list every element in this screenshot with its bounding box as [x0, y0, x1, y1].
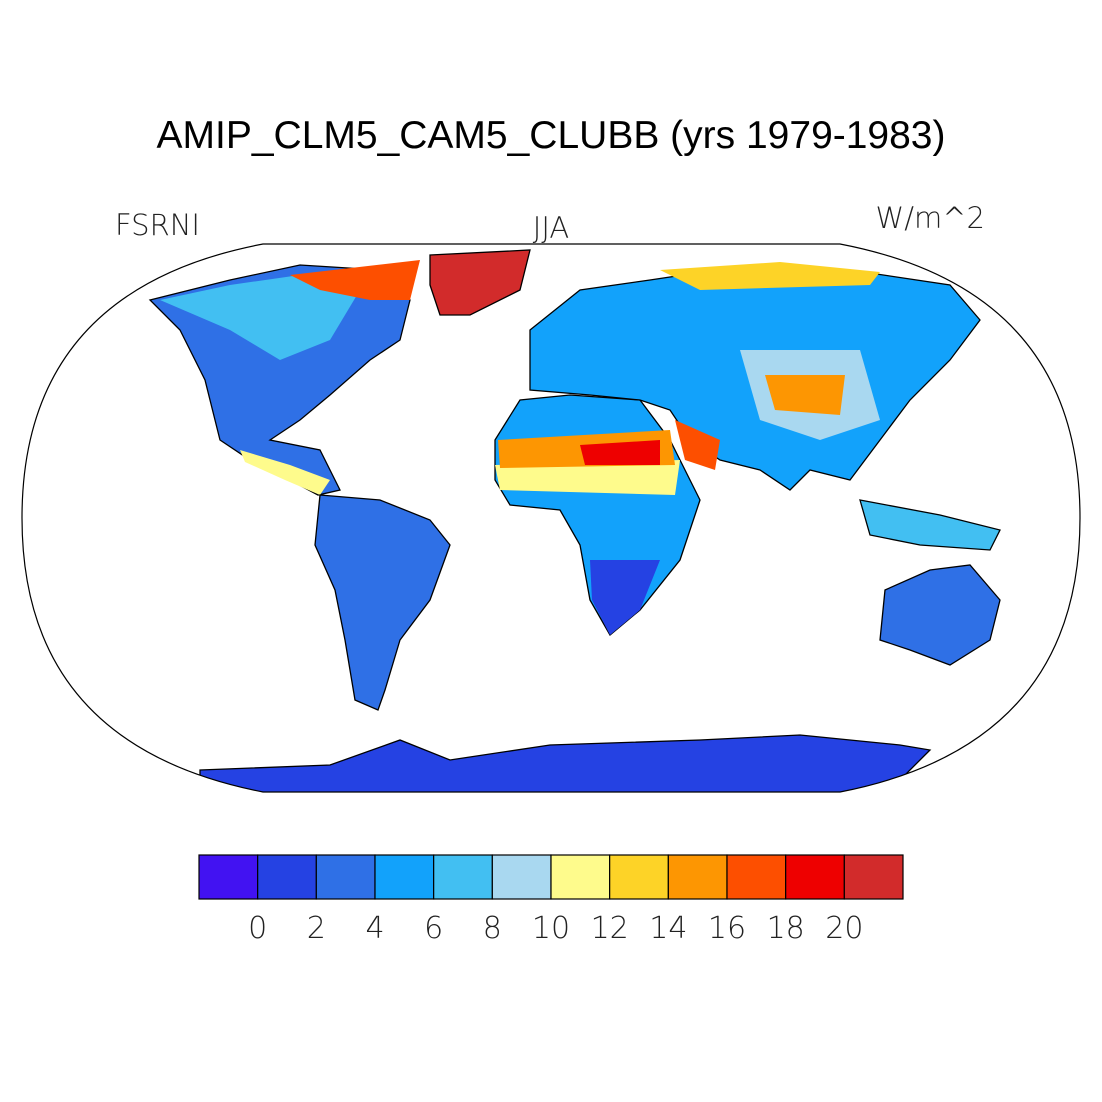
colorbar-box — [550, 854, 611, 900]
arctic-coast — [660, 262, 880, 290]
colorbar-box — [433, 854, 493, 900]
arabia — [675, 420, 720, 470]
greenland — [429, 249, 531, 316]
mexico-band — [240, 450, 330, 495]
south-america — [314, 494, 451, 711]
southeast-asia — [859, 499, 1001, 551]
tibet — [765, 375, 845, 415]
colorbar-box — [315, 854, 376, 900]
colorbar-box — [257, 854, 317, 900]
colorbar-tick-label: 8 — [483, 911, 502, 946]
colorbar-box — [726, 854, 787, 900]
north-america-light — [160, 275, 360, 360]
colorbar-box — [667, 854, 728, 900]
title: AMIP_CLM5_CAM5_CLUBB (yrs 1979-1983) — [157, 114, 946, 157]
colorbar-tick-label: 16 — [708, 911, 746, 946]
colorbar-tick-label: 4 — [365, 911, 384, 946]
map — [21, 243, 1081, 793]
colorbar-box — [198, 854, 259, 900]
colorbar-tick-label: 10 — [532, 911, 570, 946]
colorbar-box — [609, 854, 669, 900]
sahel — [495, 460, 680, 495]
map-border — [21, 243, 1081, 793]
colorbar-box — [374, 854, 435, 900]
australia — [879, 564, 1001, 666]
variable-label: FSRNI — [115, 208, 200, 242]
colorbar-box — [843, 854, 904, 900]
colorbar-tick-label: 12 — [591, 911, 629, 946]
arctic-islands — [290, 260, 420, 300]
colorbar-tick-label: 14 — [649, 911, 687, 946]
colorbar-tick-label: 18 — [767, 911, 805, 946]
season-label: JJA — [533, 211, 569, 245]
colorbar-box — [491, 854, 552, 900]
antarctica — [199, 734, 932, 792]
colorbar-box — [785, 854, 845, 900]
colorbar-tick-label: 6 — [424, 911, 443, 946]
colorbar: 0 2 4 6 8 10 12 14 16 18 20 — [198, 854, 904, 946]
sahara-core — [580, 440, 660, 465]
units-label: W/m^2 — [876, 201, 985, 235]
colorbar-tick-label: 0 — [248, 911, 267, 946]
southern-africa — [590, 560, 660, 635]
colorbar-tick-label: 20 — [825, 911, 863, 946]
colorbar-tick-label: 2 — [307, 911, 326, 946]
